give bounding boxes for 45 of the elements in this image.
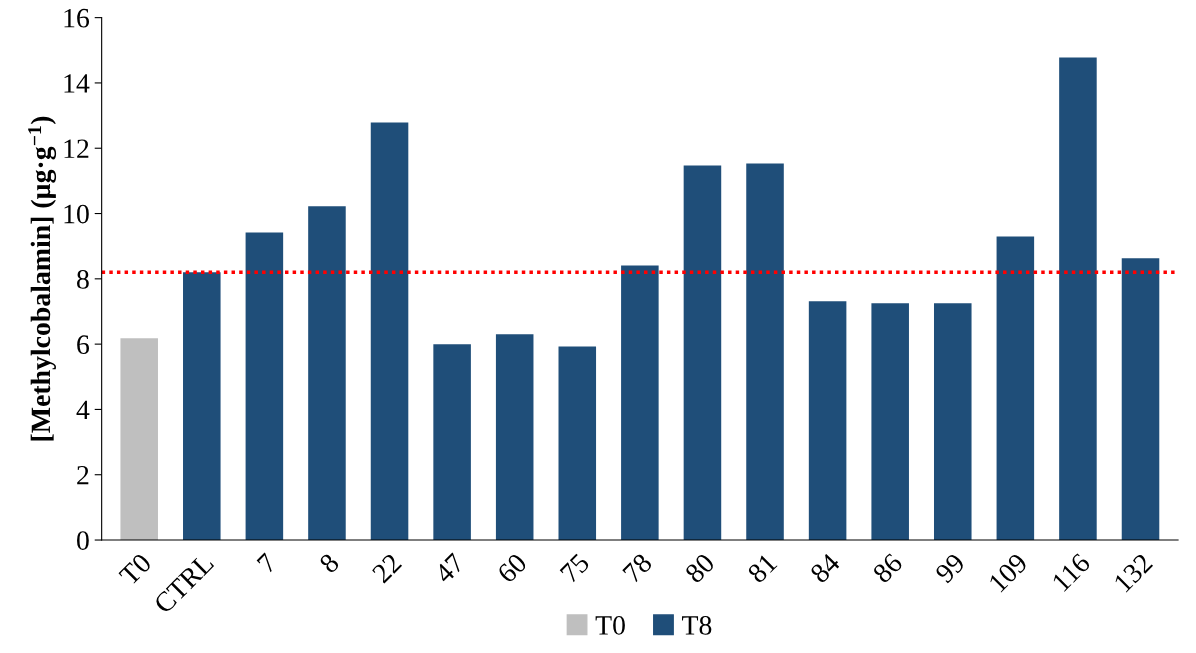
x-tick-label: 75	[559, 552, 591, 584]
x-tick-label: 86	[871, 552, 904, 584]
bar	[558, 346, 597, 541]
x-tick-label: 84	[809, 552, 842, 584]
y-tick-label: 8	[77, 270, 89, 289]
bar	[370, 122, 409, 541]
bar	[808, 301, 847, 541]
x-tick-label: 60	[496, 552, 528, 584]
y-tick-label: 10	[64, 204, 89, 224]
bar	[1059, 57, 1097, 541]
bar	[1121, 258, 1160, 541]
y-axis-title: [Methylcobalamin] (µg·g$^{−1}$)	[28, 116, 57, 441]
bar	[245, 232, 284, 541]
bar	[871, 303, 909, 541]
y-tick-label: 6	[77, 335, 90, 355]
bar	[683, 165, 722, 541]
legend-label: T0	[595, 616, 625, 635]
x-tick-label: 81	[746, 552, 778, 584]
x-tick-label: 7	[256, 552, 278, 574]
y-tick-label: 0	[77, 531, 89, 550]
x-tick-label: 78	[622, 552, 653, 584]
bar	[996, 236, 1035, 541]
bar	[495, 334, 534, 541]
x-tick-label: 22	[371, 552, 403, 584]
bar	[433, 344, 471, 541]
bar	[183, 272, 221, 541]
bar	[746, 163, 784, 541]
x-tick-label: 8	[318, 552, 341, 575]
x-tick-label: 109	[988, 552, 1029, 593]
x-tick-label: 116	[1051, 552, 1092, 592]
y-tick-label: 4	[76, 400, 90, 420]
x-tick-label: 80	[684, 552, 716, 584]
y-tick-label: 14	[64, 74, 90, 93]
bar	[120, 338, 158, 541]
x-tick-label: T0	[118, 552, 153, 587]
legend-label: T8	[682, 616, 712, 635]
x-tick-label: 132	[1113, 552, 1154, 593]
y-tick-label: 16	[64, 8, 90, 28]
y-tick-label: 2	[77, 465, 89, 485]
x-tick-label: 47	[433, 552, 466, 585]
y-tick-label: 12	[64, 139, 89, 158]
x-tick-label: 99	[934, 552, 966, 584]
bar	[621, 265, 659, 541]
bar	[308, 206, 346, 541]
bar	[933, 303, 972, 541]
